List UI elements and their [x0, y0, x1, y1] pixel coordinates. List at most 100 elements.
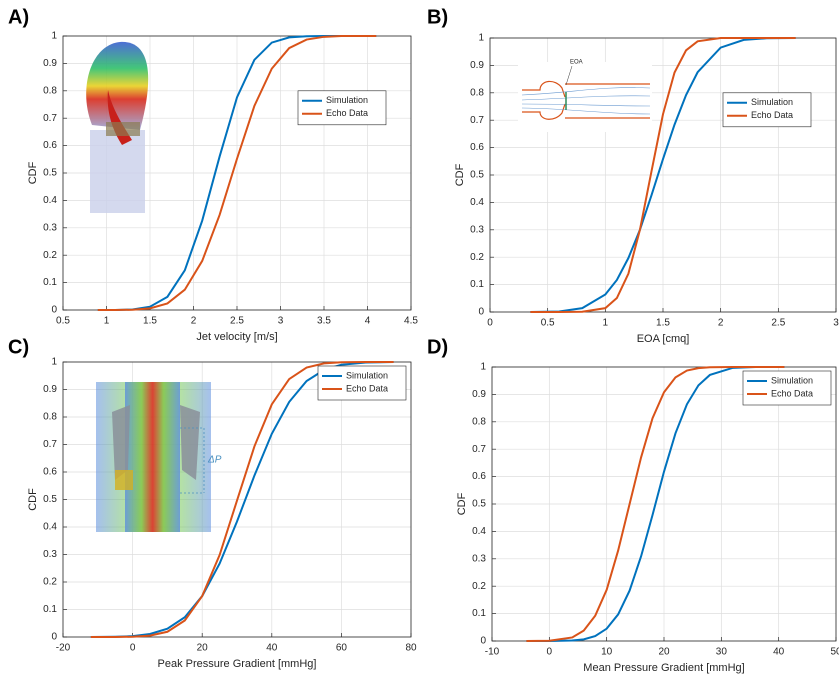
x-tick-label: 50	[830, 647, 839, 658]
y-axis-label: CDF	[456, 492, 468, 515]
legend-box	[742, 370, 832, 406]
y-axis-label: CDF	[454, 163, 466, 186]
y-tick-label: 0.9	[43, 58, 57, 69]
series-line	[530, 37, 796, 313]
y-tick-label: 0.6	[470, 142, 484, 153]
panel-label: C)	[8, 336, 29, 358]
y-tick-label: 0.6	[43, 467, 57, 478]
x-tick-label: 10	[601, 647, 613, 658]
x-tick-label: 0	[487, 318, 493, 329]
axes-box	[489, 37, 837, 313]
series-line	[526, 366, 785, 642]
y-tick-label: 0	[51, 305, 57, 316]
y-tick-label: 1	[51, 357, 57, 368]
insets: EOA ΔP	[86, 41, 652, 532]
inset-label: EOA	[570, 60, 583, 66]
y-tick-label: 0.4	[43, 195, 57, 206]
x-tick-label: 20	[197, 643, 209, 654]
y-tick-label: 0.1	[43, 604, 57, 615]
x-tick-label: 2.5	[230, 316, 244, 327]
legend-label: Simulation	[326, 95, 368, 105]
x-tick-label: 0	[547, 647, 553, 658]
y-tick-label: 0.8	[470, 87, 484, 98]
x-axis-label: Peak Pressure Gradient [mmHg]	[158, 658, 317, 670]
y-tick-label: 1	[51, 31, 57, 42]
y-tick-label: 0.5	[43, 494, 57, 505]
x-tick-label: -20	[56, 643, 71, 654]
y-tick-label: 0.8	[43, 85, 57, 96]
x-tick-label: 2.5	[771, 318, 785, 329]
inset-valve: ΔP	[96, 382, 222, 532]
y-tick-label: 0.1	[472, 608, 486, 619]
y-tick-label: 0	[51, 632, 57, 643]
series-line	[526, 366, 785, 642]
x-tick-label: 30	[716, 647, 728, 658]
legend-box	[297, 90, 387, 126]
y-tick-label: 0.7	[472, 444, 486, 455]
x-axis-label: EOA [cmq]	[637, 333, 690, 345]
x-tick-label: 3	[278, 316, 284, 327]
y-tick-label: 0.2	[472, 581, 486, 592]
x-tick-label: 40	[773, 647, 785, 658]
x-tick-label: 3	[833, 318, 839, 329]
y-tick-label: 0.1	[470, 279, 484, 290]
y-tick-label: 0.2	[43, 577, 57, 588]
x-tick-label: 1	[104, 316, 110, 327]
y-tick-label: 0.6	[43, 140, 57, 151]
panel-label: A)	[8, 6, 29, 28]
y-tick-label: 0.4	[43, 522, 57, 533]
y-tick-label: 0	[480, 636, 486, 647]
legend-label: Echo Data	[346, 383, 388, 393]
inset-jet	[86, 41, 149, 213]
x-tick-label: -10	[485, 647, 500, 658]
x-tick-label: 4	[365, 316, 371, 327]
legend-label: Echo Data	[771, 388, 813, 398]
series-line	[97, 35, 377, 311]
y-tick-label: 0.6	[472, 471, 486, 482]
series-line	[90, 361, 394, 638]
axes-box	[62, 361, 412, 638]
y-tick-label: 0.9	[472, 389, 486, 400]
y-tick-label: 1	[480, 362, 486, 373]
y-tick-label: 0.8	[43, 412, 57, 423]
y-axis-label: CDF	[27, 161, 39, 184]
y-tick-label: 0.9	[470, 60, 484, 71]
x-tick-label: 2	[191, 316, 197, 327]
x-tick-label: 60	[336, 643, 348, 654]
series-line	[530, 37, 796, 313]
legend-label: Echo Data	[751, 110, 793, 120]
y-axis-label: CDF	[27, 488, 39, 511]
legend-box	[722, 92, 812, 128]
x-tick-label: 1.5	[143, 316, 157, 327]
y-tick-label: 0.5	[470, 170, 484, 181]
x-tick-label: 2	[718, 318, 724, 329]
x-axis-label: Jet velocity [m/s]	[196, 331, 277, 343]
y-tick-label: 0.2	[43, 250, 57, 261]
y-tick-label: 1	[478, 33, 484, 44]
x-tick-label: 80	[405, 643, 417, 654]
y-tick-label: 0.3	[472, 553, 486, 564]
y-tick-label: 0.5	[472, 499, 486, 510]
axes-box	[62, 35, 412, 311]
inset-label: ΔP	[207, 455, 222, 466]
legend-label: Simulation	[346, 370, 388, 380]
x-tick-label: 20	[658, 647, 670, 658]
y-tick-label: 0.7	[43, 113, 57, 124]
legend-label: Simulation	[751, 97, 793, 107]
x-tick-label: 1.5	[656, 318, 670, 329]
y-tick-label: 0.3	[43, 549, 57, 560]
legend-label: Simulation	[771, 375, 813, 385]
y-tick-label: 0.2	[470, 252, 484, 263]
y-tick-label: 0.7	[470, 115, 484, 126]
y-tick-label: 0.3	[43, 222, 57, 233]
axes-box	[491, 366, 837, 642]
y-tick-label: 0.9	[43, 384, 57, 395]
x-tick-label: 40	[266, 643, 278, 654]
panel-label: B)	[427, 6, 448, 28]
y-tick-label: 0.7	[43, 439, 57, 450]
legend-label: Echo Data	[326, 108, 368, 118]
x-tick-label: 4.5	[404, 316, 418, 327]
x-tick-label: 3.5	[317, 316, 331, 327]
y-tick-label: 0	[478, 307, 484, 318]
